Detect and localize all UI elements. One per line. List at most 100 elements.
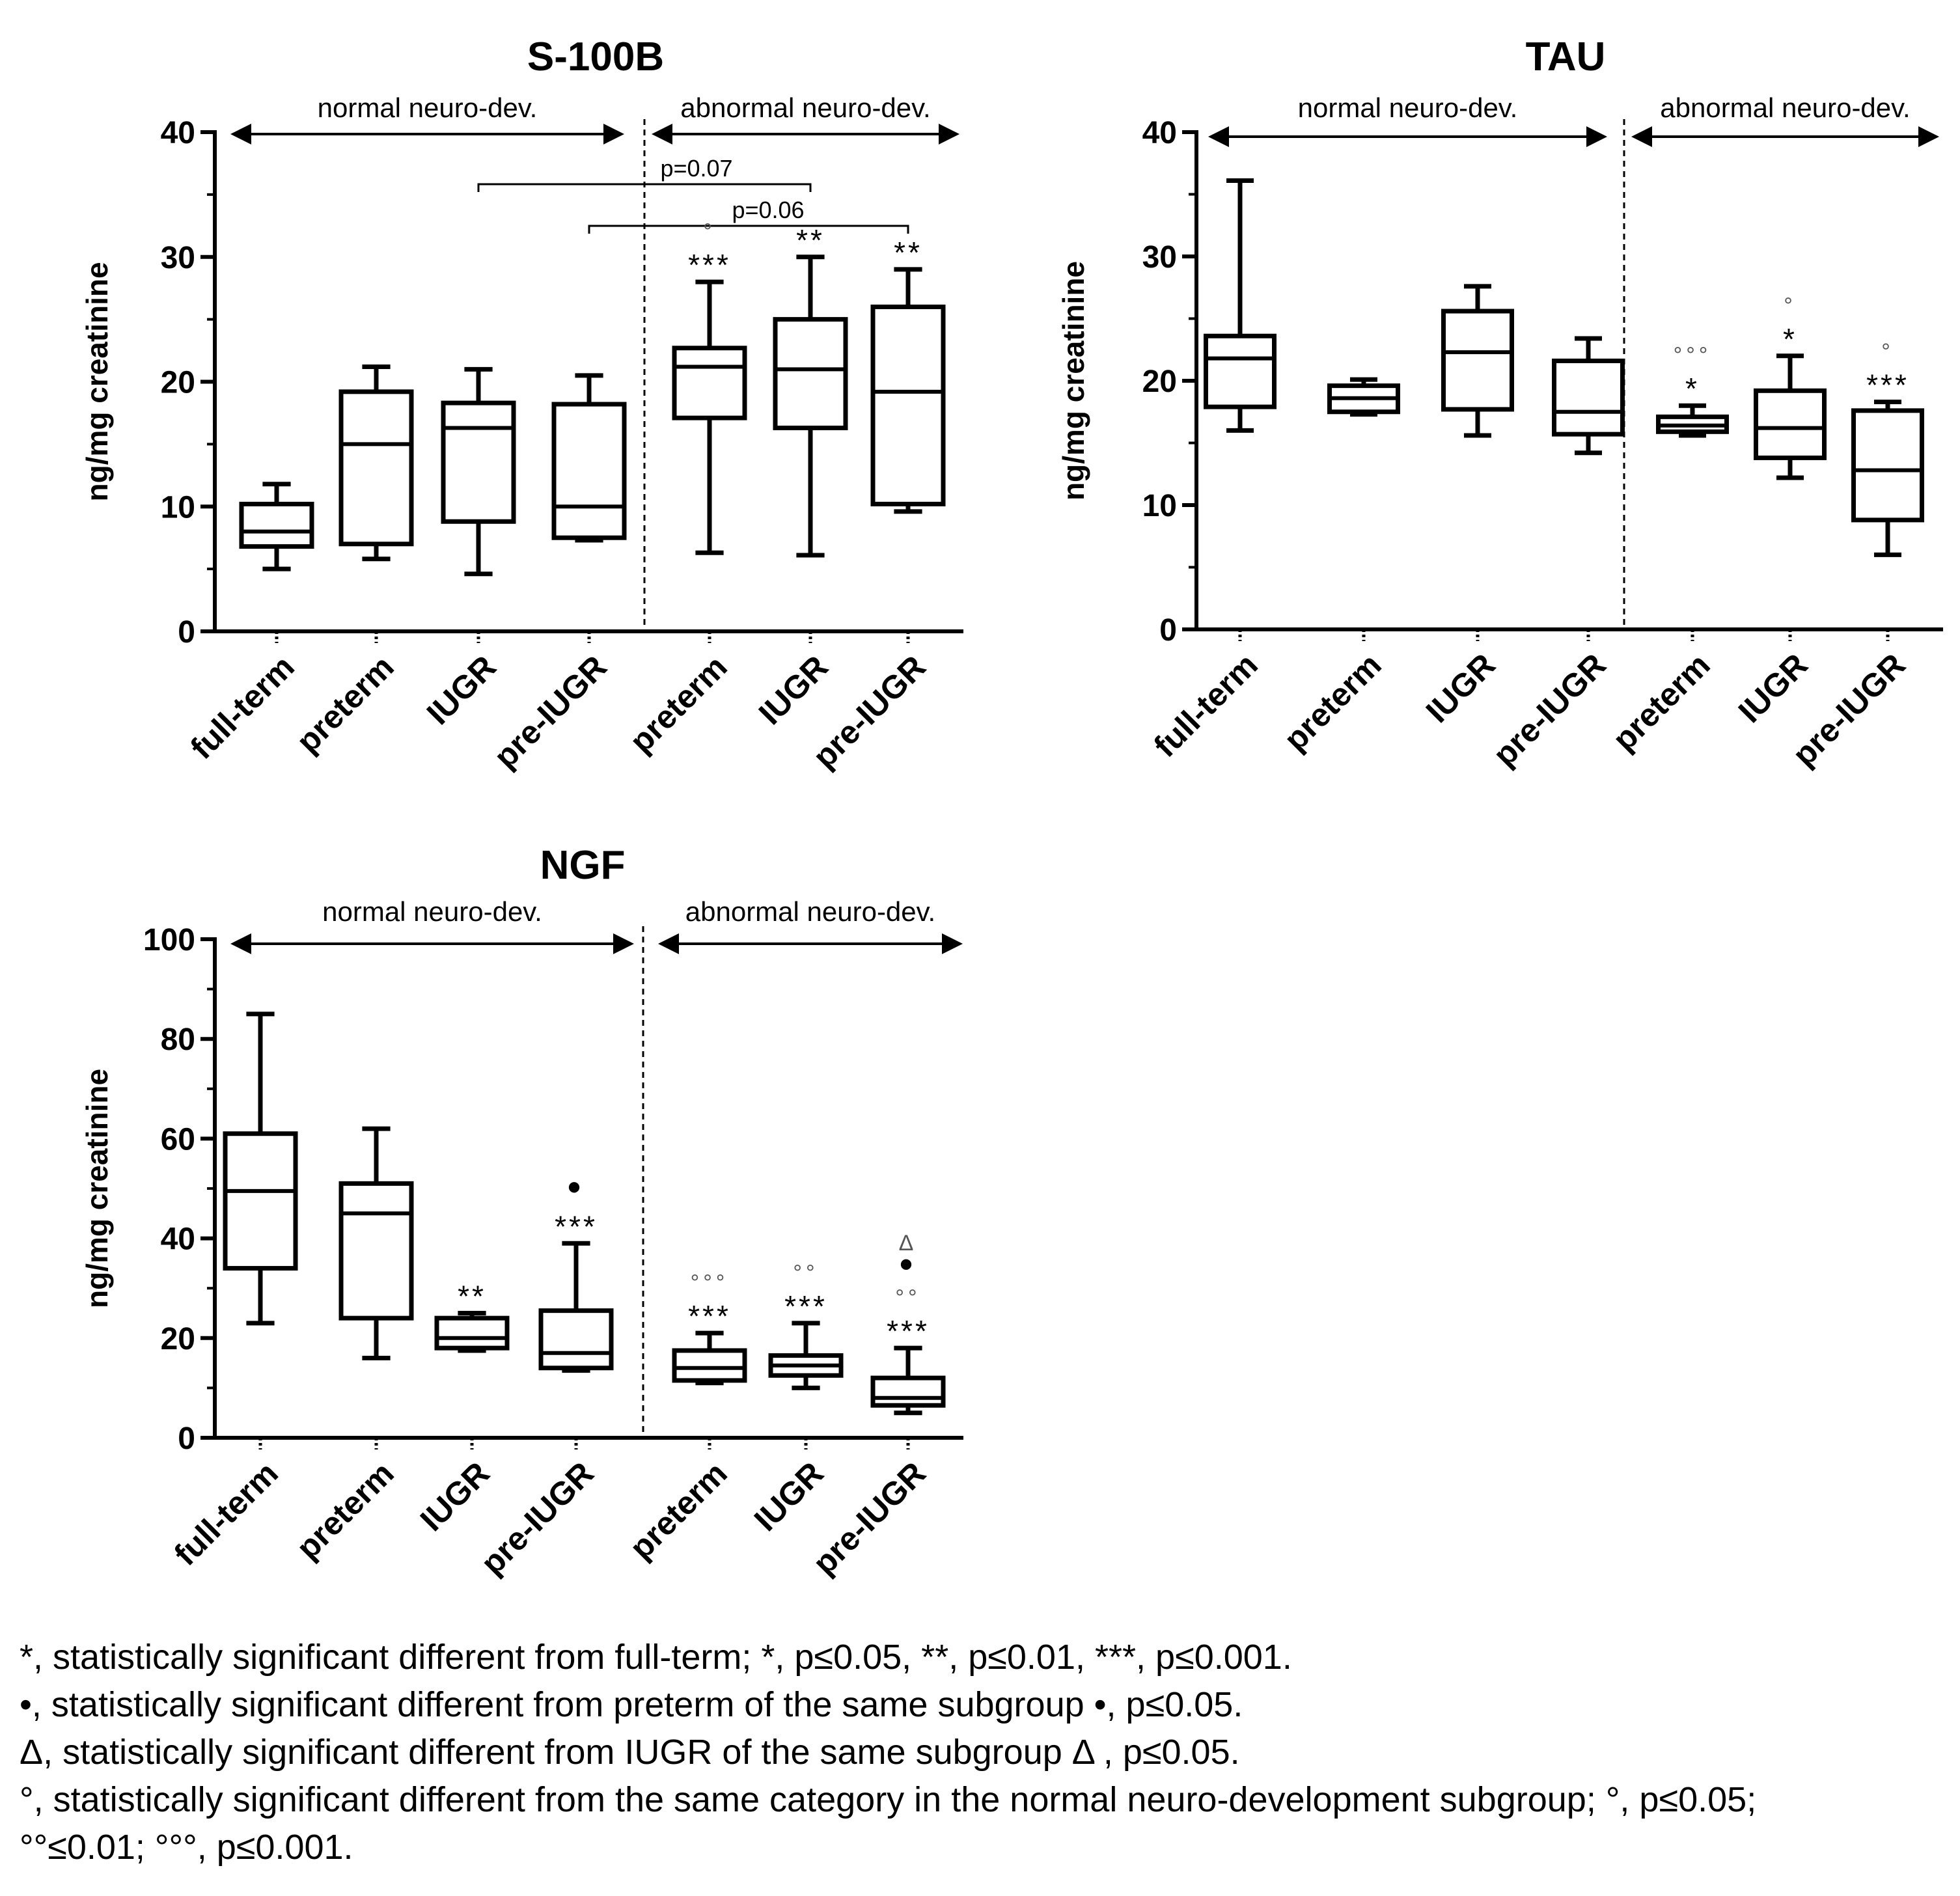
significance-circles: °°° (1674, 343, 1712, 368)
box-full-term-normal: full-term (184, 482, 314, 766)
y-tick-label: 10 (161, 490, 195, 525)
footnote-significance-levels: °°≤0.01; °°°, p≤0.001. (20, 1828, 353, 1867)
y-tick-label: 40 (1142, 116, 1177, 150)
box-full-term-normal: full-term (167, 1011, 298, 1573)
chart-title: TAU (1526, 34, 1606, 79)
box-iqr (672, 1348, 747, 1383)
significance-stars: ** (796, 223, 825, 257)
box-iqr (239, 501, 314, 549)
box-iugr-abnormal: * ° IUGR (1732, 294, 1827, 730)
box-iugr-abnormal: ** IUGR (752, 223, 848, 732)
box-iqr (441, 400, 516, 524)
y-tick-label: 20 (1142, 364, 1177, 399)
significance-dot: • (567, 1165, 585, 1209)
y-axis-label: ng/mg creatinine (80, 1069, 114, 1308)
comparison-bracket (588, 225, 909, 234)
chart-tau: TAU 0 10 20 30 40 ng/mg creatinine normal neuro… (1056, 34, 1943, 773)
box-iqr (1204, 333, 1277, 409)
chart-title: NGF (540, 843, 626, 888)
significance-stars: *** (555, 1209, 598, 1243)
category-label: IUGR (1732, 646, 1815, 730)
y-tick-label: 30 (161, 241, 195, 275)
significance-stars: *** (784, 1289, 827, 1323)
footnote-significance-full-term: *, statistically significant different f… (20, 1638, 1292, 1677)
normal-subgroup-label: normal neuro-dev. (318, 92, 538, 123)
footnote-significance-iugr: Δ, statistically significant different f… (20, 1733, 1240, 1772)
box-preterm-normal: preterm (290, 1126, 414, 1566)
box-iqr (223, 1131, 298, 1271)
significance-stars: *** (688, 1299, 731, 1333)
significance-stars: *** (688, 248, 731, 282)
category-label: IUGR (752, 648, 835, 732)
box-iqr (538, 1308, 614, 1371)
box-iqr (870, 1375, 946, 1408)
category-label: pre-IUGR (474, 1455, 601, 1582)
significance-stars: ** (894, 236, 922, 269)
category-label: preterm (1606, 646, 1717, 758)
category-label: preterm (623, 648, 734, 760)
category-label: full-term (167, 1455, 285, 1573)
footnotes: *, statistically significant different f… (20, 1634, 1946, 1871)
box-preterm-normal: preterm (1277, 377, 1400, 758)
category-label: IUGR (413, 1455, 497, 1538)
box-iqr (1552, 358, 1625, 437)
significance-circles: °° (895, 1285, 920, 1310)
box-iqr (338, 389, 414, 547)
box-iugr-normal: IUGR (420, 366, 516, 732)
category-label: preterm (1277, 646, 1388, 758)
box-preterm-normal: preterm (290, 364, 414, 760)
category-label: IUGR (1419, 646, 1502, 730)
significance-circles: ° (1784, 294, 1797, 318)
chart-title: S-100B (527, 34, 664, 79)
y-axis-label: ng/mg creatinine (80, 262, 114, 501)
category-label: preterm (290, 1455, 401, 1566)
box-iqr (551, 402, 627, 540)
abnormal-subgroup-label: abnormal neuro-dev. (680, 92, 930, 123)
category-label: IUGR (747, 1455, 831, 1538)
category-label: pre-IUGR (806, 1455, 933, 1582)
chart-ngf: NGF 0 20 40 60 80 100 ng/mg creatinine normal ne… (80, 843, 963, 1582)
y-tick-label: 0 (1159, 613, 1177, 648)
box-iqr (434, 1315, 510, 1351)
significance-stars: * (1783, 322, 1797, 356)
box-preterm-abnormal: *** °°° preterm (623, 1271, 747, 1566)
box-iugr-normal: ** IUGR (413, 1280, 510, 1538)
chart-s-100b: S-100B 0 10 20 30 40 ng/mg creatinine normal ne… (80, 34, 963, 775)
abnormal-subgroup-label: abnormal neuro-dev. (1660, 92, 1910, 123)
category-label: pre-IUGR (487, 648, 614, 775)
footnote-significance-normal-subgroup: °, statistically significant different f… (20, 1780, 1757, 1819)
box-iqr (773, 317, 848, 430)
category-label: preterm (623, 1455, 734, 1566)
significance-circles: °° (793, 1261, 818, 1285)
comparison-bracket (477, 183, 812, 192)
category-label: full-term (1147, 646, 1265, 764)
y-tick-label: 60 (161, 1122, 195, 1157)
box-iqr (672, 346, 747, 420)
category-label: pre-IUGR (1486, 646, 1613, 773)
box-pre-iugr-abnormal: **pre-IUGR (806, 236, 946, 775)
y-tick-label: 20 (161, 1322, 195, 1356)
significance-circles: °°° (691, 1271, 729, 1295)
footnote-significance-preterm: •, statistically significant different f… (20, 1685, 1243, 1724)
category-label: IUGR (420, 648, 503, 732)
y-tick-label: 40 (161, 1222, 195, 1257)
box-iugr-normal: IUGR (1419, 284, 1514, 730)
box-iqr (1754, 388, 1827, 460)
normal-subgroup-label: normal neuro-dev. (322, 896, 542, 927)
y-tick-label: 100 (143, 923, 195, 957)
y-axis-label: ng/mg creatinine (1056, 261, 1090, 501)
significance-stars: *** (1866, 368, 1909, 402)
normal-subgroup-label: normal neuro-dev. (1298, 92, 1518, 123)
significance-triangle: Δ (899, 1231, 918, 1256)
y-tick-label: 30 (1142, 240, 1177, 275)
significance-dot: • (899, 1243, 917, 1286)
box-iugr-abnormal: *** °° IUGR (747, 1261, 844, 1538)
significance-stars: * (1685, 372, 1700, 405)
category-label: full-term (184, 648, 301, 766)
y-tick-label: 0 (178, 615, 195, 650)
box-iqr (1851, 408, 1924, 523)
comparison-p-value: p=0.07 (660, 155, 732, 182)
significance-stars: ** (458, 1280, 486, 1313)
